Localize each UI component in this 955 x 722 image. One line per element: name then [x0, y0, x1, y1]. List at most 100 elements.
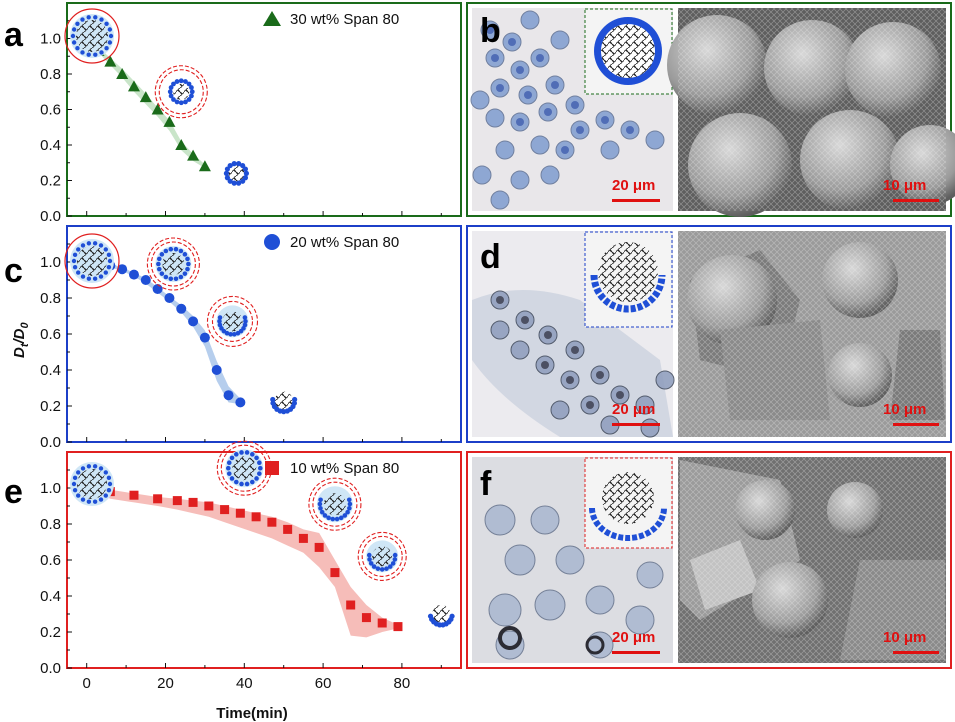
- chart-a: 0.0 0.2 0.4 0.6 0.8 1.0 30 wt% Span 80: [40, 2, 462, 225]
- data-point: [175, 139, 188, 150]
- inset-b: [584, 8, 673, 95]
- scale-bar-b-sem: 10 μm: [883, 177, 939, 202]
- micrograph-f-sem: [678, 457, 946, 663]
- data-point: [128, 269, 139, 280]
- xtick-label: 0: [83, 675, 91, 692]
- data-point: [117, 264, 128, 275]
- ytick-label: 0.4: [40, 588, 61, 605]
- panel-label-d: d: [480, 238, 501, 276]
- data-point: [104, 55, 117, 67]
- data-point: [140, 275, 151, 285]
- plot-frame-a: [66, 2, 462, 217]
- data-point: [220, 505, 230, 515]
- ytick-label: 0.6: [40, 552, 61, 569]
- data-point: [172, 496, 182, 506]
- ytick-label: 0.6: [40, 326, 61, 343]
- ytick-label: 0.0: [40, 208, 61, 225]
- data-point: [164, 293, 175, 303]
- scale-bar-f-optical: 20 μm: [612, 629, 660, 654]
- scale-label-f-sem: 10 μm: [883, 629, 926, 646]
- legend-label: 20 wt% Span 80: [290, 234, 399, 251]
- data-point: [298, 533, 308, 543]
- data-point: [204, 501, 214, 511]
- data-point: [346, 600, 356, 610]
- micrograph-d-sem: [678, 231, 946, 437]
- scale-label-b-optical: 20 μm: [612, 177, 655, 194]
- data-point: [187, 149, 200, 161]
- data-point: [153, 494, 163, 504]
- ytick-label: 0.8: [40, 290, 61, 307]
- panel-label-c: c: [4, 252, 23, 290]
- ytick-label: 0.2: [40, 398, 61, 415]
- legend-label: 30 wt% Span 80: [290, 11, 399, 28]
- plot-frame-c: [66, 225, 462, 443]
- panel-b-frame: [466, 2, 952, 217]
- xtick-label: 60: [315, 675, 332, 692]
- error-band-a: [86, 38, 205, 169]
- legend-marker: [264, 234, 280, 250]
- data-point: [211, 365, 222, 375]
- ytick-label: 0.2: [40, 173, 61, 190]
- scale-label-d-sem: 10 μm: [883, 401, 926, 418]
- scale-bar-f-sem: 10 μm: [883, 629, 939, 654]
- data-point: [361, 613, 371, 623]
- ytick-label: 0.0: [40, 660, 61, 677]
- panel-f-frame: [466, 451, 952, 669]
- legend-label: 10 wt% Span 80: [290, 460, 399, 477]
- inset-d: [584, 231, 673, 328]
- scale-label-f-optical: 20 μm: [612, 629, 655, 646]
- data-point: [152, 284, 163, 294]
- data-point: [127, 80, 140, 92]
- inset-f: [584, 457, 673, 549]
- data-point: [198, 160, 211, 172]
- data-point: [199, 332, 210, 343]
- scale-label-d-optical: 20 μm: [612, 401, 655, 418]
- data-point: [151, 103, 164, 115]
- error-band-e: [86, 488, 398, 638]
- micrograph-b-optical: [470, 8, 673, 211]
- x-axis-title: Time(min): [216, 705, 287, 722]
- data-point: [235, 397, 246, 408]
- panel-label-e: e: [4, 473, 23, 511]
- ytick-label: 1.0: [40, 31, 61, 48]
- panel-d-frame: [466, 225, 952, 443]
- data-point: [267, 517, 277, 527]
- data-point: [176, 303, 187, 314]
- scale-bar-d-sem: 10 μm: [883, 401, 939, 426]
- legend-marker: [263, 11, 281, 26]
- scale-bar-d-optical: 20 μm: [612, 401, 660, 426]
- xtick-label: 40: [236, 675, 253, 692]
- data-point: [129, 490, 139, 500]
- data-point: [223, 390, 234, 401]
- ytick-label: 0.8: [40, 66, 61, 83]
- ytick-label: 0.6: [40, 102, 61, 119]
- data-point: [393, 622, 403, 632]
- scale-bar-b-optical: 20 μm: [612, 177, 660, 202]
- data-point: [188, 497, 198, 507]
- ytick-label: 0.2: [40, 624, 61, 641]
- xtick-label: 80: [394, 675, 411, 692]
- data-point: [139, 91, 152, 103]
- chart-e: 0.0 0.2 0.4 0.6 0.8 1.0 10 wt% Span 80 0 20 40 60 8…: [40, 440, 462, 722]
- data-point: [251, 512, 261, 522]
- panel-label-b: b: [480, 12, 501, 50]
- y-axis-title: Dt/D0: [11, 321, 31, 358]
- data-point: [163, 115, 176, 127]
- data-point: [235, 508, 245, 518]
- ytick-label: 1.0: [40, 254, 61, 271]
- scale-label-b-sem: 10 μm: [883, 177, 926, 194]
- data-point: [330, 568, 340, 578]
- micrograph-b-sem: [667, 8, 955, 217]
- ytick-label: 1.0: [40, 480, 61, 497]
- ytick-label: 0.0: [40, 434, 61, 451]
- xtick-label: 20: [157, 675, 174, 692]
- data-point: [188, 316, 199, 327]
- chart-c: 0.0 0.2 0.4 0.6 0.8 1.0 20 wt% Span 80 Dt/D0: [11, 225, 462, 451]
- data-point: [283, 524, 293, 534]
- error-band-c: [86, 262, 241, 405]
- ytick-label: 0.4: [40, 137, 61, 154]
- ytick-label: 0.4: [40, 362, 61, 379]
- data-point: [116, 68, 129, 79]
- ytick-label: 0.8: [40, 516, 61, 533]
